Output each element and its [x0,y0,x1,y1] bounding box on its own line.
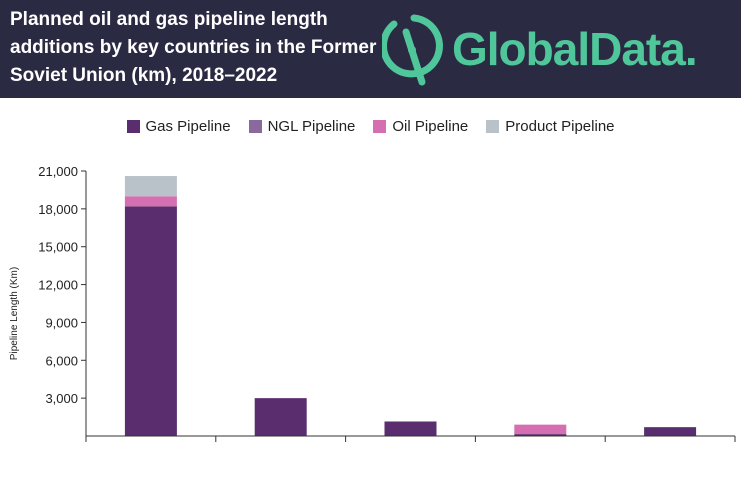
y-tick-label: 3,000 [45,391,78,406]
y-tick-label: 18,000 [38,202,78,217]
legend-swatch [373,119,387,133]
bar-segment [384,421,437,436]
x-tick-label: ussia [143,443,158,474]
legend-label: NGL Pipeline [267,117,356,135]
legend-item-3: Product Pipeline [486,117,615,135]
legend-item-1: NGL Pipeline [248,117,356,135]
x-tick-label: nistan [273,444,288,479]
y-tick-label: 6,000 [45,353,78,368]
bar-segment [514,424,567,435]
chart-header: Planned oil and gas pipeline length addi… [0,0,741,98]
y-tick-label: 12,000 [38,278,78,293]
globaldata-logo: GlobalData. [379,10,737,90]
legend-swatch [486,119,500,133]
legend-swatch [126,119,140,133]
y-tick-label: 21,000 [38,164,78,179]
bars [124,176,697,436]
brand-name: GlobalData. [452,23,698,75]
legend-label: Product Pipeline [505,117,615,135]
chart-title: Planned oil and gas pipeline length addi… [10,9,377,86]
legend-label: Oil Pipeline [392,117,469,135]
y-axis: 3,000 6,000 9,000 12,000 15,000 18,000 21,000 P… [9,164,87,436]
legend-item-2: Oil Pipeline [373,118,468,135]
x-tick-label: nstan [532,444,547,476]
bar-segment [514,434,567,436]
y-tick-label: 15,000 [38,240,78,255]
globaldata-logo-icon [379,14,443,86]
y-axis-title: Pipeline Length (Km) [9,267,20,360]
bar-segment [124,176,177,197]
bar-segment [124,206,177,436]
legend-swatch [248,119,262,133]
x-tick-label: eorgia [403,443,418,480]
bar-segment [254,398,307,436]
bar-segment [124,196,177,207]
y-tick-label: 9,000 [45,315,78,330]
x-axis: ussia nistan eorgia nstan baijan [85,435,736,480]
x-tick-label: baijan [662,444,677,479]
chart-legend: Gas Pipeline NGL Pipeline Oil Pipeline Prod… [0,114,741,138]
legend-label: Gas Pipeline [145,117,231,135]
stacked-bar-chart: 3,000 6,000 9,000 12,000 15,000 18,000 21,000 P… [9,164,736,480]
legend-item-0: Gas Pipeline [126,117,231,135]
bar-segment [644,427,697,436]
